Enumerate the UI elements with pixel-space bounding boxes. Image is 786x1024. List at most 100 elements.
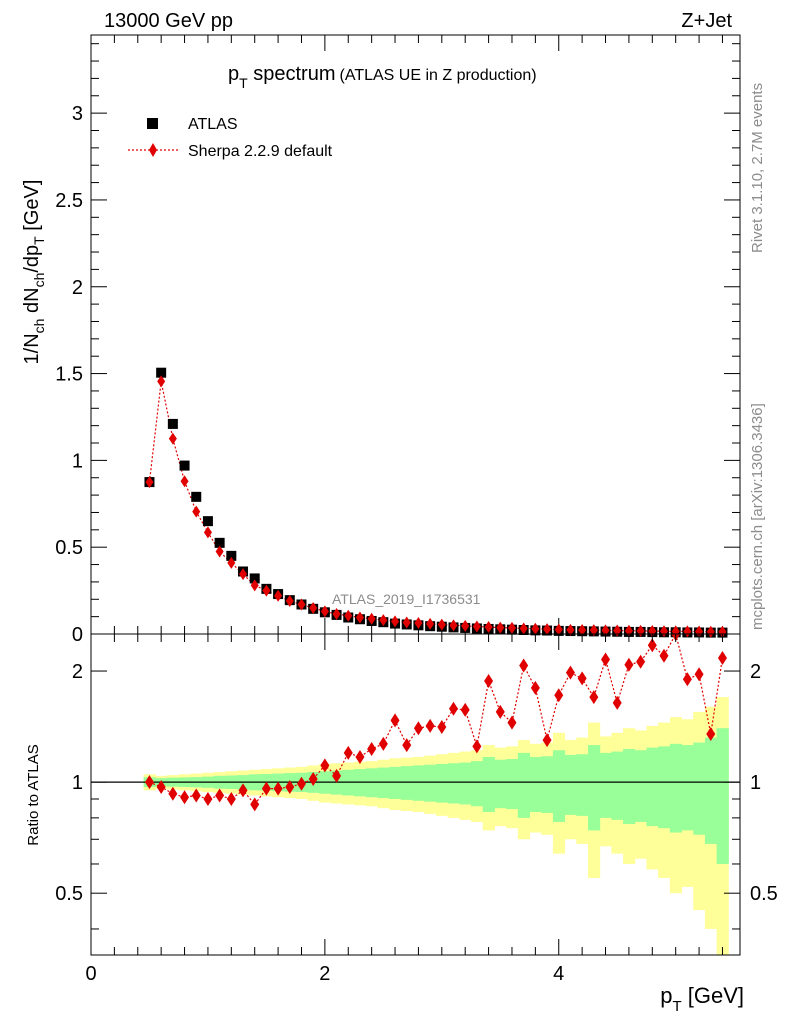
sherpa-point xyxy=(355,611,364,624)
ratio-ylabel: Ratio to ATLAS xyxy=(25,744,42,845)
ratio-sherpa-point xyxy=(507,715,517,730)
ratio-sherpa-point xyxy=(413,721,423,736)
ratio-sherpa-point xyxy=(238,783,248,798)
sherpa-point xyxy=(180,475,189,488)
sherpa-point xyxy=(589,624,598,637)
ratio-uncertainty-inner xyxy=(681,745,694,831)
atlas-point xyxy=(179,460,190,471)
ratio-sherpa-point xyxy=(332,768,342,783)
atlas-point xyxy=(167,418,178,429)
ratio-uncertainty-inner xyxy=(541,756,554,813)
ratio-uncertainty-inner xyxy=(435,763,449,803)
ratio-uncertainty-inner xyxy=(552,750,566,822)
ratio-sherpa-point xyxy=(402,738,412,753)
main-y-tick-label: 0.5 xyxy=(55,537,83,559)
sherpa-point xyxy=(426,617,435,630)
sherpa-point xyxy=(274,589,283,602)
ratio-uncertainty-inner xyxy=(611,751,624,820)
sherpa-point xyxy=(391,615,400,628)
ratio-uncertainty-inner xyxy=(634,750,647,822)
ratio-sherpa-point xyxy=(320,758,330,773)
ratio-sherpa-point xyxy=(636,654,646,669)
ratio-sherpa-point xyxy=(647,638,657,653)
sherpa-point xyxy=(297,598,306,611)
ratio-uncertainty-inner xyxy=(564,754,577,815)
ratio-frame xyxy=(90,633,741,956)
sherpa-point xyxy=(414,617,423,630)
ratio-sherpa-point xyxy=(156,779,166,794)
process-label: Z+Jet xyxy=(681,10,732,32)
main-ylabel: 1/Nch dNch/dpT [GeV] xyxy=(21,180,47,365)
ratio-uncertainty-inner xyxy=(412,765,425,801)
title-sub: T xyxy=(239,75,248,91)
ratio-uncertainty-inner xyxy=(646,747,659,827)
ratio-uncertainty-inner xyxy=(599,752,612,818)
ratio-sherpa-point xyxy=(542,733,552,748)
sherpa-point xyxy=(437,618,446,631)
ratio-uncertainty-inner xyxy=(704,737,718,844)
title-extra: (ATLAS UE in Z production) xyxy=(340,67,537,84)
sherpa-point xyxy=(601,624,610,637)
ratio-uncertainty-inner xyxy=(471,761,484,807)
ratio-uncertainty-inner xyxy=(482,756,495,812)
ratio-uncertainty-inner xyxy=(517,752,531,818)
sherpa-point xyxy=(168,432,177,445)
ratio-sherpa-point xyxy=(694,667,704,682)
ratio-uncertainty-inner xyxy=(389,766,402,800)
ratio-sherpa-point xyxy=(601,652,611,667)
sherpa-point xyxy=(554,623,563,636)
title-p: p xyxy=(228,63,239,85)
ratio-sherpa-point xyxy=(659,648,669,663)
atlas-point xyxy=(249,573,260,584)
ratio-sherpa-point xyxy=(682,672,692,687)
ratio-sherpa-point xyxy=(706,727,716,742)
atlas-point xyxy=(226,550,237,561)
sherpa-point xyxy=(320,605,329,618)
ratio-sherpa-point xyxy=(612,695,622,710)
ratio-uncertainty-inner xyxy=(576,754,589,816)
ratio-uncertainty-inner xyxy=(377,767,390,799)
sherpa-point xyxy=(461,619,470,632)
ratio-sherpa-point xyxy=(565,665,575,680)
mcplots-label: mcplots.cern.ch [arXiv:1306.3436] xyxy=(749,403,766,630)
ratio-sherpa-point xyxy=(717,650,727,665)
ratio-uncertainty-inner xyxy=(506,759,519,810)
ratio-uncertainty-inner xyxy=(494,759,507,809)
ratio-y-tick-label-left: 1 xyxy=(72,772,83,794)
ratio-uncertainty-inner xyxy=(623,748,636,825)
ratio-sherpa-point xyxy=(472,739,482,754)
sherpa-point xyxy=(344,609,353,622)
xlabel-p: p xyxy=(660,983,672,1008)
main-y-tick-label: 1 xyxy=(72,450,83,472)
ratio-sherpa-point xyxy=(226,792,236,807)
sherpa-point xyxy=(543,623,552,636)
legend-sherpa-label: Sherpa 2.2.9 default xyxy=(188,143,333,160)
main-y-tick-label: 0 xyxy=(72,624,83,646)
main-panel: 0 0.5 1 1.5 2 2.5 3 xyxy=(55,34,741,646)
sherpa-point xyxy=(367,612,376,625)
analysis-label: ATLAS_2019_I1736531 xyxy=(332,591,481,607)
xlabel-sub: T xyxy=(672,998,681,1015)
sherpa-point xyxy=(484,621,493,634)
ratio-sherpa-point xyxy=(390,713,400,728)
ratio-sherpa-point xyxy=(554,688,564,703)
ratio-sherpa-point xyxy=(261,781,271,796)
sherpa-point xyxy=(203,526,212,539)
legend-atlas-marker xyxy=(147,118,158,129)
ratio-sherpa-point xyxy=(624,657,634,672)
atlas-point xyxy=(191,491,202,502)
ratio-sherpa-point xyxy=(203,792,213,807)
sherpa-point xyxy=(227,556,236,569)
sherpa-point xyxy=(718,625,727,638)
sherpa-point xyxy=(332,608,341,621)
ratio-sherpa-point xyxy=(191,788,201,803)
sherpa-point xyxy=(402,616,411,629)
legend-atlas-label: ATLAS xyxy=(188,116,238,133)
ratio-sherpa-point xyxy=(215,788,225,803)
ratio-plot-area xyxy=(91,634,740,955)
ratio-sherpa-point xyxy=(425,718,435,733)
ratio-y-tick-label-left: 2 xyxy=(72,661,83,683)
sherpa-point xyxy=(449,619,458,632)
x-tick-label: 0 xyxy=(85,963,96,985)
